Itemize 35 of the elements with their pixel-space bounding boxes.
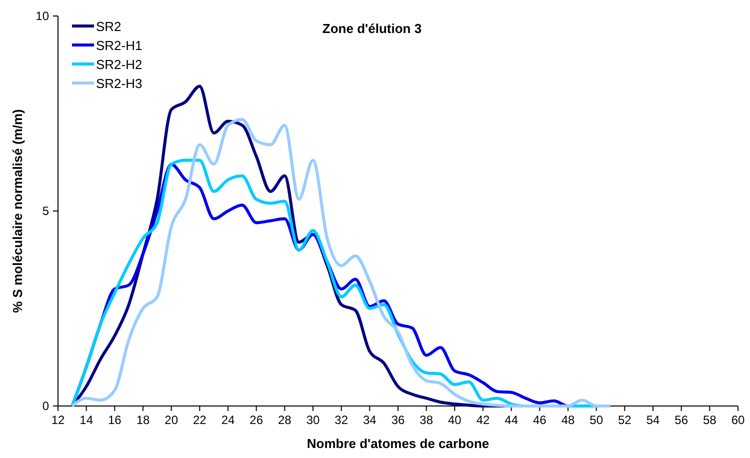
- legend-label: SR2-H1: [96, 38, 142, 53]
- x-tick-label: 54: [646, 413, 660, 427]
- x-tick-label: 20: [164, 413, 178, 427]
- x-tick-label: 32: [334, 413, 348, 427]
- x-tick-label: 56: [674, 413, 688, 427]
- y-axis-title: % S moléculaire normalisé (m/m): [10, 109, 25, 313]
- x-tick-label: 28: [278, 413, 292, 427]
- x-tick-label: 26: [250, 413, 264, 427]
- x-tick-label: 42: [476, 413, 490, 427]
- x-tick-label: 46: [532, 413, 547, 427]
- chart-title: Zone d'élution 3: [322, 21, 422, 36]
- x-tick-label: 44: [504, 413, 518, 427]
- x-tick-label: 30: [306, 413, 320, 427]
- x-tick-label: 14: [80, 413, 94, 427]
- x-tick-label: 16: [108, 413, 122, 427]
- x-tick-label: 60: [731, 413, 745, 427]
- legend-label: SR2-H3: [96, 76, 142, 91]
- x-tick-label: 40: [448, 413, 462, 427]
- x-tick-label: 52: [618, 413, 632, 427]
- y-tick-label: 10: [36, 9, 50, 23]
- x-tick-label: 24: [221, 413, 235, 427]
- legend-label: SR2-H2: [96, 57, 142, 72]
- x-tick-label: 22: [192, 413, 207, 427]
- x-tick-label: 48: [561, 413, 575, 427]
- x-tick-label: 12: [51, 413, 65, 427]
- x-axis-title: Nombre d'atomes de carbone: [306, 436, 490, 451]
- x-tick-label: 36: [391, 413, 405, 427]
- x-tick-label: 50: [590, 413, 604, 427]
- y-tick-label: 0: [42, 399, 50, 413]
- x-tick-label: 18: [136, 413, 150, 427]
- x-tick-label: 34: [362, 413, 377, 427]
- x-tick-label: 58: [702, 413, 717, 427]
- x-tick-label: 38: [420, 413, 434, 427]
- legend-label: SR2: [96, 19, 122, 34]
- y-tick-label: 5: [42, 204, 50, 218]
